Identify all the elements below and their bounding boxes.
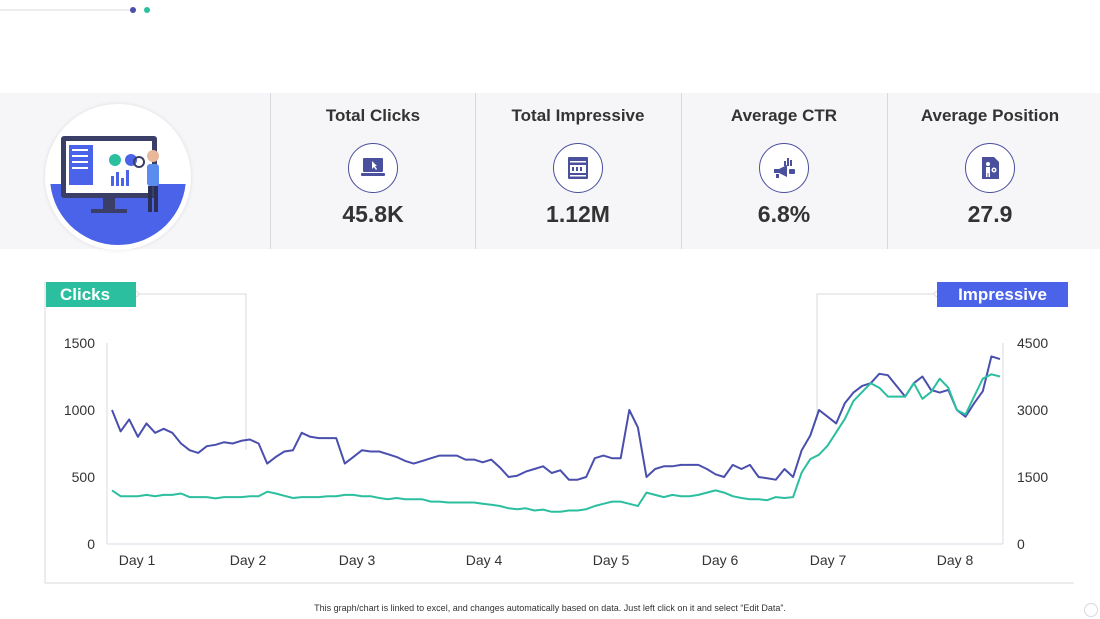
impressive-series-label: Impressive — [937, 282, 1068, 307]
y-left-tick-label: 500 — [72, 469, 96, 485]
web-page-icon — [553, 143, 603, 193]
series-line-impressive — [111, 373, 1001, 513]
x-tick-label: Day 6 — [702, 552, 739, 568]
kpi-value: 27.9 — [967, 201, 1013, 227]
kpi-average-position: Average Position 27.9 — [887, 93, 1092, 249]
kpi-title: Average Position — [920, 106, 1060, 125]
laptop-click-icon — [348, 143, 398, 193]
kpi-total-clicks: Total Clicks 45.8K — [270, 93, 475, 249]
x-tick-label: Day 3 — [339, 552, 376, 568]
person-location-icon — [965, 143, 1015, 193]
y-left-tick-label: 1500 — [64, 335, 95, 351]
impressive-label-connector — [816, 293, 937, 420]
kpi-total-impressive: Total Impressive 1.12M — [475, 93, 680, 249]
clicks-label-connector — [136, 293, 247, 450]
chart-frame — [44, 282, 1074, 584]
kpi-title: Total Clicks — [325, 106, 421, 125]
kpi-title: Total Impressive — [511, 106, 645, 125]
kpi-value: 1.12M — [546, 201, 610, 227]
corner-circle-decoration — [1084, 603, 1098, 617]
x-tick-label: Day 8 — [937, 552, 974, 568]
kpi-value: 6.8% — [757, 201, 811, 227]
x-tick-label: Day 4 — [466, 552, 503, 568]
kpi-average-ctr: Average CTR 6.8% — [681, 93, 886, 249]
analytics-illustration — [45, 104, 191, 250]
clicks-series-label: Clicks — [46, 282, 136, 307]
x-tick-label: Day 1 — [119, 552, 156, 568]
y-right-tick-label: 0 — [1017, 536, 1025, 552]
megaphone-chart-icon — [759, 143, 809, 193]
top-decoration — [0, 7, 150, 13]
clicks-impressive-chart: 0 500 1000 1500 0 1500 3000 4500 Day 1 Day 2 Day 3… — [44, 282, 1074, 584]
y-right-tick-label: 3000 — [1017, 402, 1048, 418]
y-right-tick-label: 4500 — [1017, 335, 1048, 351]
y-left-tick-label: 0 — [87, 536, 95, 552]
x-tick-label: Day 2 — [230, 552, 267, 568]
y-right-tick-label: 1500 — [1017, 469, 1048, 485]
x-tick-label: Day 7 — [810, 552, 847, 568]
kpi-title: Average CTR — [730, 106, 838, 125]
y-left-tick-label: 1000 — [64, 402, 95, 418]
x-tick-label: Day 5 — [593, 552, 630, 568]
series-line-clicks — [111, 355, 1001, 481]
kpi-value: 45.8K — [342, 201, 404, 227]
footnote: This graph/chart is linked to excel, and… — [314, 603, 786, 613]
